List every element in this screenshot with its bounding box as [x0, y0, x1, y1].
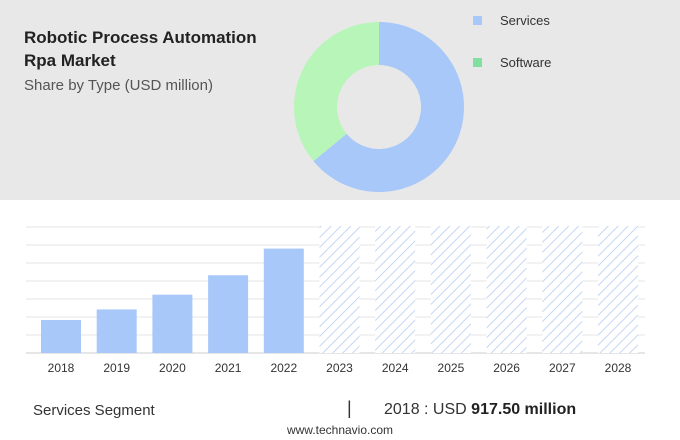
forecast-bar-2023: [319, 226, 360, 353]
bar-2021: [208, 275, 249, 353]
forecast-bar-2026: [486, 226, 527, 353]
legend-swatch-services: [473, 16, 482, 25]
donut-slice-software: [294, 22, 379, 162]
legend-item-software: Software: [473, 55, 551, 70]
legend-label-services: Services: [500, 13, 550, 28]
donut-chart: [294, 22, 464, 193]
forecast-bar-2024: [375, 226, 416, 353]
x-tick-label-2024: 2024: [382, 361, 409, 375]
bar-2022: [263, 248, 304, 353]
legend-item-services: Services: [473, 13, 550, 28]
chart-title: Robotic Process Automation Rpa Market: [24, 28, 257, 70]
x-tick-label-2021: 2021: [215, 361, 242, 375]
bar-chart: 2018 2019 2020 2021 2022 2023 2024 2025 2026 2027…: [26, 226, 645, 375]
x-tick-label-2020: 2020: [159, 361, 186, 375]
forecast-bar-2028: [598, 226, 638, 353]
source-link[interactable]: www.technavio.com: [286, 423, 394, 437]
x-tick-label-2019: 2019: [103, 361, 130, 375]
segment-value: 2018 : USD 917.50 million: [384, 401, 576, 419]
x-tick-label-2022: 2022: [270, 361, 297, 375]
segment-value-amount: 917.50 million: [471, 401, 577, 418]
bar-2020: [152, 294, 193, 353]
segment-value-prefix: 2018 : USD: [384, 401, 467, 418]
footer-separator: |: [347, 398, 352, 418]
x-tick-label-2025: 2025: [438, 361, 465, 375]
forecast-bar-2025: [430, 226, 471, 353]
x-tick-label-2027: 2027: [549, 361, 576, 375]
legend-swatch-software: [473, 58, 482, 67]
x-tick-label-2026: 2026: [493, 361, 520, 375]
donut-slice-services: [313, 22, 464, 193]
segment-label: Services Segment: [33, 402, 155, 419]
x-tick-label-2023: 2023: [326, 361, 353, 375]
x-tick-label-2018: 2018: [48, 361, 75, 375]
forecast-bar-2027: [542, 226, 583, 353]
x-tick-label-2028: 2028: [605, 361, 632, 375]
bar-2019: [96, 309, 137, 353]
chart-subtitle: Share by Type (USD million): [24, 77, 213, 94]
bar-2018: [41, 319, 81, 353]
legend-label-software: Software: [500, 55, 552, 70]
